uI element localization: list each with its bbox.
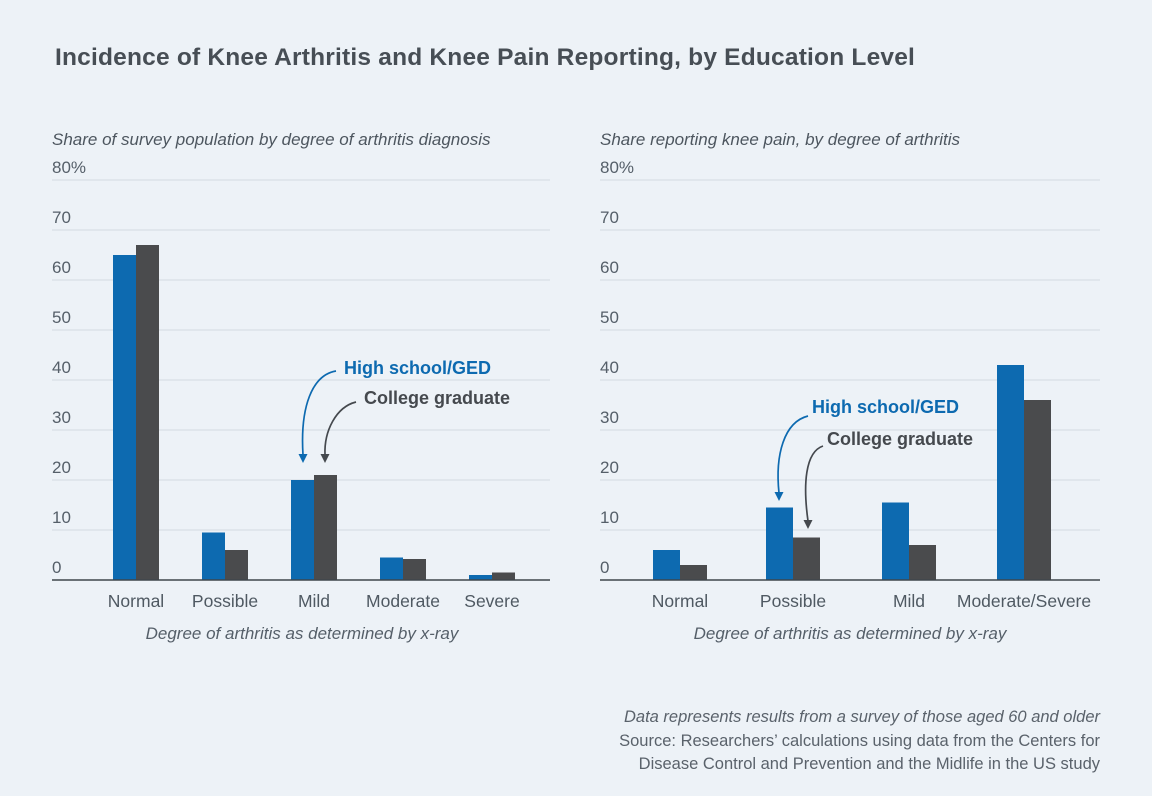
x-tick-label: Mild [298, 591, 330, 611]
x-tick-label: Severe [464, 591, 519, 611]
y-tick-label: 60 [52, 258, 71, 277]
x-tick-label: Moderate [366, 591, 440, 611]
bar-highschool-moderate-severe [997, 365, 1024, 580]
right-chart-subtitle: Share reporting knee pain, by degree of … [600, 130, 961, 149]
bar-highschool-mild [291, 480, 314, 580]
y-tick-label: 30 [52, 408, 71, 427]
y-tick-label: 10 [52, 508, 71, 527]
x-axis-title: Degree of arthritis as determined by x-r… [694, 624, 1008, 643]
bar-college-normal [136, 245, 159, 580]
bar-college-severe [492, 572, 515, 580]
legend-college-arrow [804, 445, 824, 522]
y-tick-label: 20 [52, 458, 71, 477]
bar-highschool-mild [882, 502, 909, 580]
x-tick-label: Mild [893, 591, 925, 611]
x-tick-label: Moderate/Severe [957, 591, 1091, 611]
y-tick-label: 50 [52, 308, 71, 327]
bar-college-possible [793, 537, 820, 580]
y-tick-label: 70 [600, 208, 619, 227]
bar-college-mild [909, 545, 936, 580]
bar-highschool-moderate [380, 557, 403, 580]
x-tick-label: Normal [652, 591, 708, 611]
bar-highschool-possible [766, 507, 793, 580]
y-tick-label: 70 [52, 208, 71, 227]
bar-highschool-severe [469, 575, 492, 580]
legend-highschool-arrow [777, 415, 809, 494]
right-bar-chart: 0 10 20 30 40 50 60 70 80% Normal Possible Mild Mode… [600, 158, 1100, 643]
y-tick-label: 10 [600, 508, 619, 527]
source-note: Data represents results from a survey of… [619, 706, 1100, 777]
bar-college-possible [225, 550, 248, 580]
y-tick-label: 50 [600, 308, 619, 327]
figure-title: Incidence of Knee Arthritis and Knee Pai… [55, 44, 916, 71]
x-axis-title: Degree of arthritis as determined by x-r… [146, 624, 460, 643]
bar-college-moderate-severe [1024, 400, 1051, 580]
legend-highschool-arrowhead [298, 454, 308, 463]
y-tick-label: 40 [600, 358, 619, 377]
left-chart-subtitle: Share of survey population by degree of … [52, 130, 491, 149]
y-tick-label: 30 [600, 408, 619, 427]
y-tick-label: 0 [600, 558, 609, 577]
legend-college-arrow [324, 401, 357, 456]
left-bar-chart: 0 10 20 30 40 50 60 70 80% Normal Possible Mild Mode… [52, 158, 550, 643]
y-tick-label: 0 [52, 558, 61, 577]
legend-college-arrowhead [803, 520, 813, 529]
bar-highschool-normal [113, 255, 136, 580]
source-note-line3: Disease Control and Prevention and the M… [638, 755, 1100, 773]
legend-highschool-arrow [301, 370, 337, 456]
y-tick-label: 20 [600, 458, 619, 477]
y-tick-label: 80% [600, 158, 634, 177]
bar-highschool-normal [653, 550, 680, 580]
source-note-line1: Data represents results from a survey of… [623, 708, 1100, 726]
x-tick-label: Possible [760, 591, 826, 611]
x-tick-label: Normal [108, 591, 164, 611]
bar-college-normal [680, 565, 707, 580]
legend-highschool-label: High school/GED [344, 358, 491, 378]
y-tick-label: 60 [600, 258, 619, 277]
source-note-line2: Source: Researchers’ calculations using … [619, 731, 1100, 750]
legend-college-label: College graduate [364, 388, 510, 408]
legend-college-label: College graduate [827, 429, 973, 449]
y-tick-label: 80% [52, 158, 86, 177]
bar-college-mild [314, 475, 337, 580]
legend-college-arrowhead [320, 454, 330, 463]
bar-highschool-possible [202, 532, 225, 580]
x-tick-label: Possible [192, 591, 258, 611]
legend-highschool-arrowhead [774, 492, 784, 501]
y-tick-label: 40 [52, 358, 71, 377]
legend-highschool-label: High school/GED [812, 397, 959, 417]
bar-college-moderate [403, 559, 426, 580]
